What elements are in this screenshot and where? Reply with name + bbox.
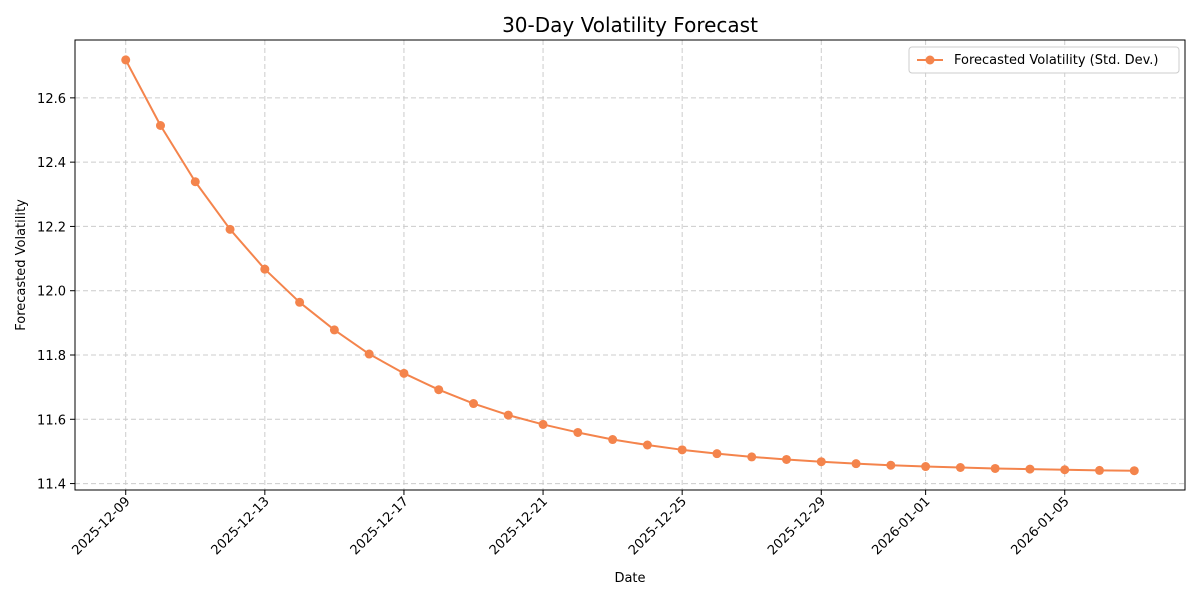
series-line — [124, 59, 1135, 472]
legend: Forecasted Volatility (Std. Dev.) — [908, 46, 1180, 74]
data-point — [816, 457, 826, 467]
y-tick-label: 11.4 — [37, 478, 66, 493]
data-point — [503, 410, 513, 420]
data-point — [921, 462, 931, 472]
data-point — [434, 385, 444, 395]
data-point — [1060, 465, 1070, 475]
x-tick-label: 2026-01-01 — [869, 494, 933, 558]
legend-entry-label: Forecasted Volatility (Std. Dev.) — [954, 53, 1159, 68]
y-axis-label: Forecasted Volatility — [14, 199, 29, 331]
y-tick-label: 12.0 — [37, 285, 66, 300]
data-point — [886, 460, 896, 470]
data-point — [642, 440, 652, 450]
data-point — [260, 264, 270, 274]
chart-title: 30-Day Volatility Forecast — [502, 13, 758, 37]
data-point — [364, 349, 374, 359]
y-tick-label: 12.6 — [37, 92, 66, 107]
data-point — [329, 325, 339, 335]
x-tick-label: 2025-12-09 — [70, 494, 134, 558]
data-point — [399, 368, 409, 378]
data-point — [677, 445, 687, 455]
y-tick-label: 12.2 — [37, 220, 66, 235]
x-axis-label: Date — [614, 571, 645, 586]
data-point — [190, 177, 200, 187]
data-point — [990, 463, 1000, 473]
grid — [75, 40, 1185, 490]
data-point — [225, 224, 235, 234]
data-point — [1025, 464, 1035, 474]
plot-frame — [74, 39, 1186, 491]
y-tick-label: 11.8 — [37, 349, 66, 364]
data-point — [782, 454, 792, 464]
data-point — [155, 121, 165, 130]
x-tick-label: 2025-12-25 — [626, 494, 690, 558]
data-point — [955, 463, 965, 472]
data-point — [468, 399, 478, 409]
x-axis: 2025-12-09 2025-12-13 2025-12-17 2025-12-21… — [70, 490, 1073, 558]
data-point — [1129, 466, 1139, 476]
y-axis: 11.4 11.6 11.8 12.0 12.2 12.4 12.6 — [37, 92, 75, 493]
data-point — [121, 55, 131, 65]
legend-box — [908, 46, 1180, 74]
x-tick-label: 2025-12-21 — [487, 494, 551, 558]
data-point — [295, 297, 305, 307]
y-tick-label: 12.4 — [37, 156, 66, 171]
x-tick-label: 2025-12-29 — [765, 494, 829, 558]
y-tick-label: 11.6 — [37, 413, 66, 428]
data-point — [1095, 465, 1105, 475]
data-point — [538, 419, 548, 429]
x-tick-label: 2025-12-13 — [209, 494, 273, 558]
series-layer — [121, 55, 1139, 476]
x-tick-label: 2025-12-17 — [348, 494, 412, 558]
legend-marker-swatch — [925, 55, 935, 65]
data-point — [573, 427, 583, 437]
x-tick-label: 2026-01-05 — [1009, 494, 1073, 558]
data-point — [608, 435, 618, 445]
data-point — [712, 449, 722, 459]
data-point — [747, 452, 757, 462]
data-point — [851, 459, 861, 469]
